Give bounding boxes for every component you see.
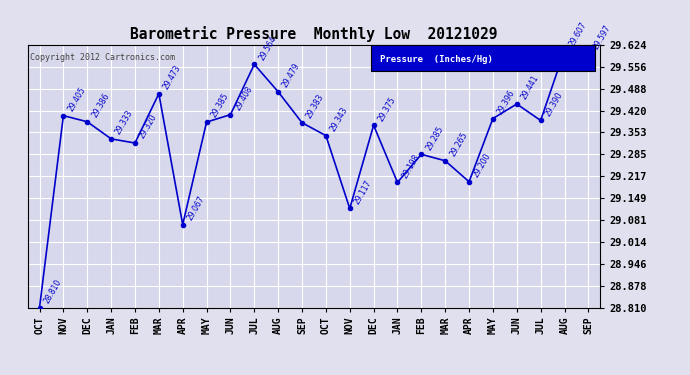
Text: 29.383: 29.383 [305, 93, 326, 120]
Text: 29.564: 29.564 [257, 34, 278, 62]
Text: 29.067: 29.067 [186, 194, 206, 222]
Text: 29.607: 29.607 [567, 20, 589, 48]
Text: 28.810: 28.810 [42, 278, 63, 305]
Text: 29.343: 29.343 [328, 105, 350, 133]
Text: 29.405: 29.405 [66, 85, 87, 113]
Text: 29.479: 29.479 [281, 62, 302, 89]
Text: 29.385: 29.385 [209, 92, 230, 119]
Text: 29.285: 29.285 [424, 124, 445, 152]
Text: 29.333: 29.333 [114, 108, 135, 136]
Text: 29.117: 29.117 [353, 178, 373, 206]
Title: Barometric Pressure  Monthly Low  20121029: Barometric Pressure Monthly Low 20121029 [130, 27, 497, 42]
Text: 29.200: 29.200 [472, 152, 493, 179]
Text: 29.441: 29.441 [520, 74, 540, 101]
Text: 29.408: 29.408 [233, 84, 254, 112]
FancyBboxPatch shape [371, 45, 595, 71]
Text: 29.390: 29.390 [544, 90, 564, 118]
Text: 29.597: 29.597 [591, 23, 612, 51]
Text: 29.396: 29.396 [495, 88, 517, 116]
Text: 29.198: 29.198 [400, 152, 421, 180]
Text: Pressure  (Inches/Hg): Pressure (Inches/Hg) [380, 55, 493, 64]
Text: Copyright 2012 Cartronics.com: Copyright 2012 Cartronics.com [30, 53, 175, 62]
Text: 29.473: 29.473 [161, 63, 183, 91]
Text: 29.375: 29.375 [376, 95, 397, 123]
Text: 29.386: 29.386 [90, 92, 111, 119]
Text: 29.320: 29.320 [138, 113, 159, 140]
Text: 29.265: 29.265 [448, 130, 469, 158]
